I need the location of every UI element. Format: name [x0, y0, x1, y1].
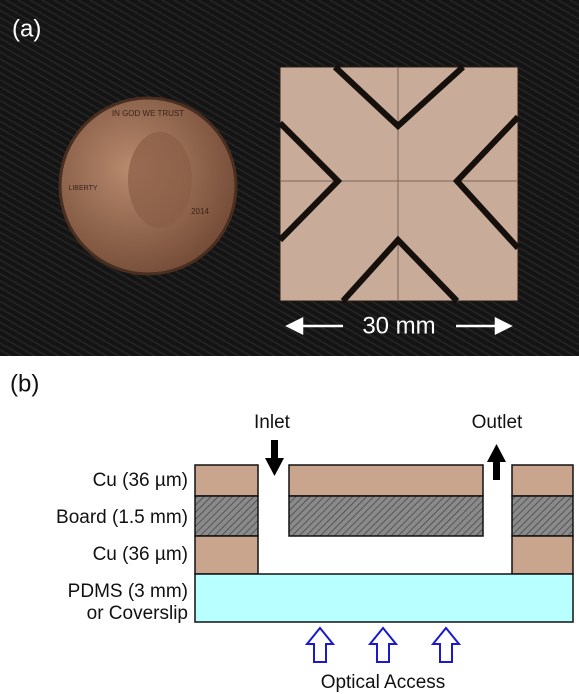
- outlet-label: Outlet: [472, 412, 523, 433]
- panel-label: (b): [10, 370, 39, 397]
- coin-text: 2014: [191, 207, 209, 216]
- scale-label: 30 mm: [362, 312, 435, 339]
- photo: IN GOD WE TRUST LIBERTY 2014 (a) 30 mm: [0, 0, 579, 356]
- layer-label: or Coverslip: [87, 603, 188, 624]
- layer-label: Board (1.5 mm): [56, 507, 188, 528]
- inlet-label: Inlet: [254, 412, 291, 433]
- optical-arrows: [307, 628, 459, 662]
- layer-label: Cu (36 µm): [93, 544, 188, 565]
- optical-access-label: Optical Access: [321, 672, 446, 693]
- coin-text: LIBERTY: [68, 185, 97, 192]
- figure: IN GOD WE TRUST LIBERTY 2014 (a) 30 mm (…: [0, 0, 579, 694]
- coin-text: IN GOD WE TRUST: [112, 109, 184, 118]
- layer-label: PDMS (3 mm): [68, 581, 188, 602]
- layer-stack: [195, 465, 573, 622]
- panel-label: (a): [12, 15, 41, 42]
- layer-label: Cu (36 µm): [93, 470, 188, 491]
